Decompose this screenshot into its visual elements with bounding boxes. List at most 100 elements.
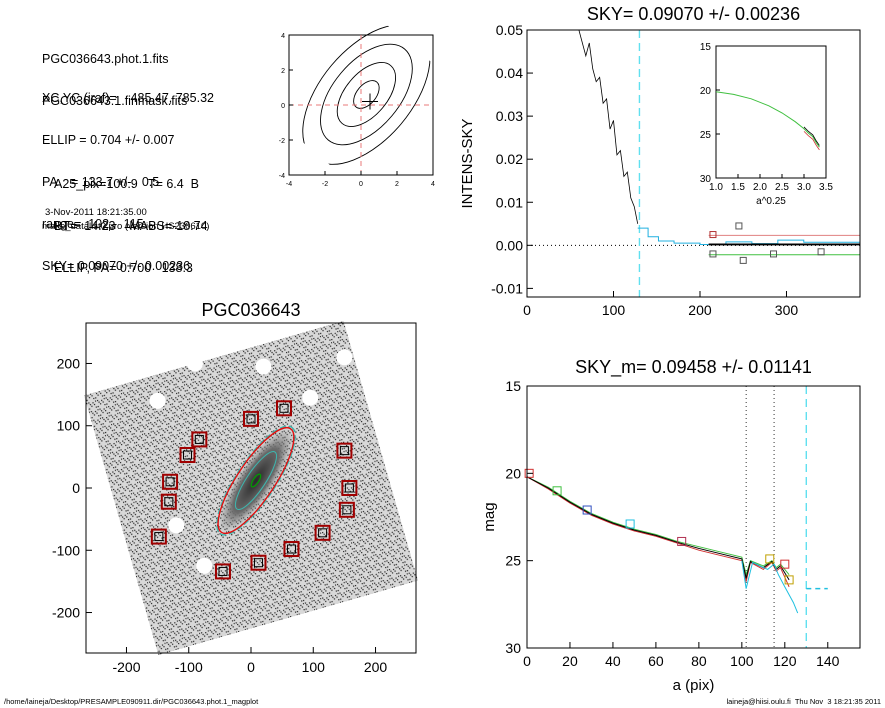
mag-xtick-label: 0 [523,653,531,669]
info-line: PGC036643.1.finmask.fits [42,94,188,108]
sky-box [338,501,355,518]
sky-box-inner [279,403,289,413]
inset-xtick-label: 1.0 [709,182,723,193]
mag-square-marker [765,554,775,564]
sky-plot-title: SKY= 0.09070 +/- 0.00236 [587,4,800,24]
inset-xtick-label: 2.5 [775,182,789,193]
inset-ytick-label: 20 [700,86,712,97]
sky-box-inner [194,434,204,444]
mag-xtick-label: 80 [691,653,707,669]
info-date: 3-Nov-2011 18:21:35.00 [45,207,147,218]
masked-star [168,517,185,534]
sky-profile-line [578,30,639,224]
sky-xtick-label: 0 [523,302,531,318]
sky-box-inner [218,566,228,576]
mag-ytick-label: 15 [505,378,521,394]
masked-star [302,389,319,406]
sky-square-marker [709,250,717,258]
galaxy-image-plot: -200 -100 0 100 200 200 100 0 -100 -200 PGC036643 [52,300,418,675]
contour-line [336,62,396,127]
sky-ytick-label: 0.04 [496,65,523,81]
info-line: SKY= 0.09070 +/- 0.00236 [42,259,191,273]
sky-plot-frame [526,29,861,298]
inset-ytick-label: 15 [700,42,712,53]
footer-user-date: laineja@hiisi.oulu.fi Thu Nov 3 18:21:35… [726,697,881,706]
image-xtick-label: 200 [364,659,388,675]
sky-box-inner [246,414,256,424]
image-ytick-label: 200 [57,355,81,371]
center-ytick-label: 2 [281,68,285,75]
sky-xtick-label: 100 [602,302,626,318]
sky-box-inner [318,528,328,538]
mag-plot: 0 20 40 60 80 100 120 140 15 20 25 30 SKY_m= 0.09458… [481,357,861,694]
sky-square-marker [709,231,717,239]
sky-xtick-label: 200 [688,302,712,318]
contour-line [353,80,380,109]
inset-xtick-label: 3.5 [819,182,833,193]
info-line: XC,YC (iraf)= 485.47, 785.32 [42,91,214,105]
mag-plot-frame [526,385,861,649]
info-line: PGC036643.phot.1.fits [42,52,169,66]
sky-inset-frame [715,45,827,179]
mag-series-line [526,476,790,588]
sky-box [336,442,353,459]
galaxy-core-isophote [250,473,262,488]
mag-ylabel: mag [481,502,498,531]
info-line: BT= 14.23 MABS=-18.74 [54,219,208,233]
center-xtick-label: 0 [359,181,363,188]
mag-series-line [526,476,790,577]
sky-box-inner [164,497,174,507]
center-xtick-label: 4 [431,181,435,188]
mag-square-marker [524,468,534,478]
image-xtick-label: 0 [247,659,255,675]
sky-ytick-label: 0.00 [496,237,523,253]
masked-star [149,392,166,409]
mag-ytick-label: 20 [505,465,521,481]
sky-square-marker [770,250,778,258]
sky-box [150,528,167,545]
sky-inset-curve-black [803,126,820,146]
mag-xtick-label: 60 [648,653,664,669]
sky-box-inner [165,477,175,487]
mag-square-marker [552,486,562,496]
footer-path: /home/laineja/Desktop/PRESAMPLE090911.di… [4,697,259,706]
inset-xlabel: a^0.25 [756,196,786,207]
mag-xtick-label: 40 [605,653,621,669]
contour-line [302,24,431,165]
sky-square-marker [817,248,825,256]
mag-square-marker [625,519,635,529]
image-xtick-label: 100 [302,659,326,675]
inset-xtick-label: 1.5 [731,182,745,193]
galaxy-isophote [234,451,278,510]
mag-xlabel: a (pix) [673,677,715,694]
sky-square-marker [739,256,747,264]
center-xtick-label: 2 [395,181,399,188]
mag-square-marker [780,559,790,569]
sky-inset-background [676,42,838,212]
sky-box [191,431,208,448]
mag-ytick-label: 25 [505,553,521,569]
sky-box-inner [154,532,164,542]
sky-box [162,473,179,490]
inset-xtick-label: 3.0 [797,182,811,193]
center-xtick-label: -4 [286,181,292,188]
image-xtick-label: -200 [112,659,140,675]
galaxy-body [218,427,294,534]
sky-box [160,493,177,510]
mag-square-marker [784,575,794,585]
info-galaxy-params: A25_pix=100.9 T= 6.4 B BT= 14.23 MABS=-1… [54,149,208,303]
sky-box [250,554,267,571]
sky-ytick-label: -0.01 [491,280,523,296]
sky-box-inner [342,505,352,515]
sky-ytick-label: 0.01 [496,194,523,210]
inset-xtick-label: 2.0 [753,182,767,193]
mag-ytick-label: 30 [505,640,521,656]
sky-box-inner [182,450,192,460]
info-filenames: PGC036643.phot.1.fits PGC036643.1.finmas… [42,24,187,136]
info-line: range= 102.- 115. [42,217,148,231]
image-ytick-label: 100 [57,418,81,434]
sky-box-inner [344,483,354,493]
sky-inset: 1.0 1.5 2.0 2.5 3.0 3.5 15 20 25 30 a^0.25 [676,42,838,212]
mag-series-line [741,560,799,614]
